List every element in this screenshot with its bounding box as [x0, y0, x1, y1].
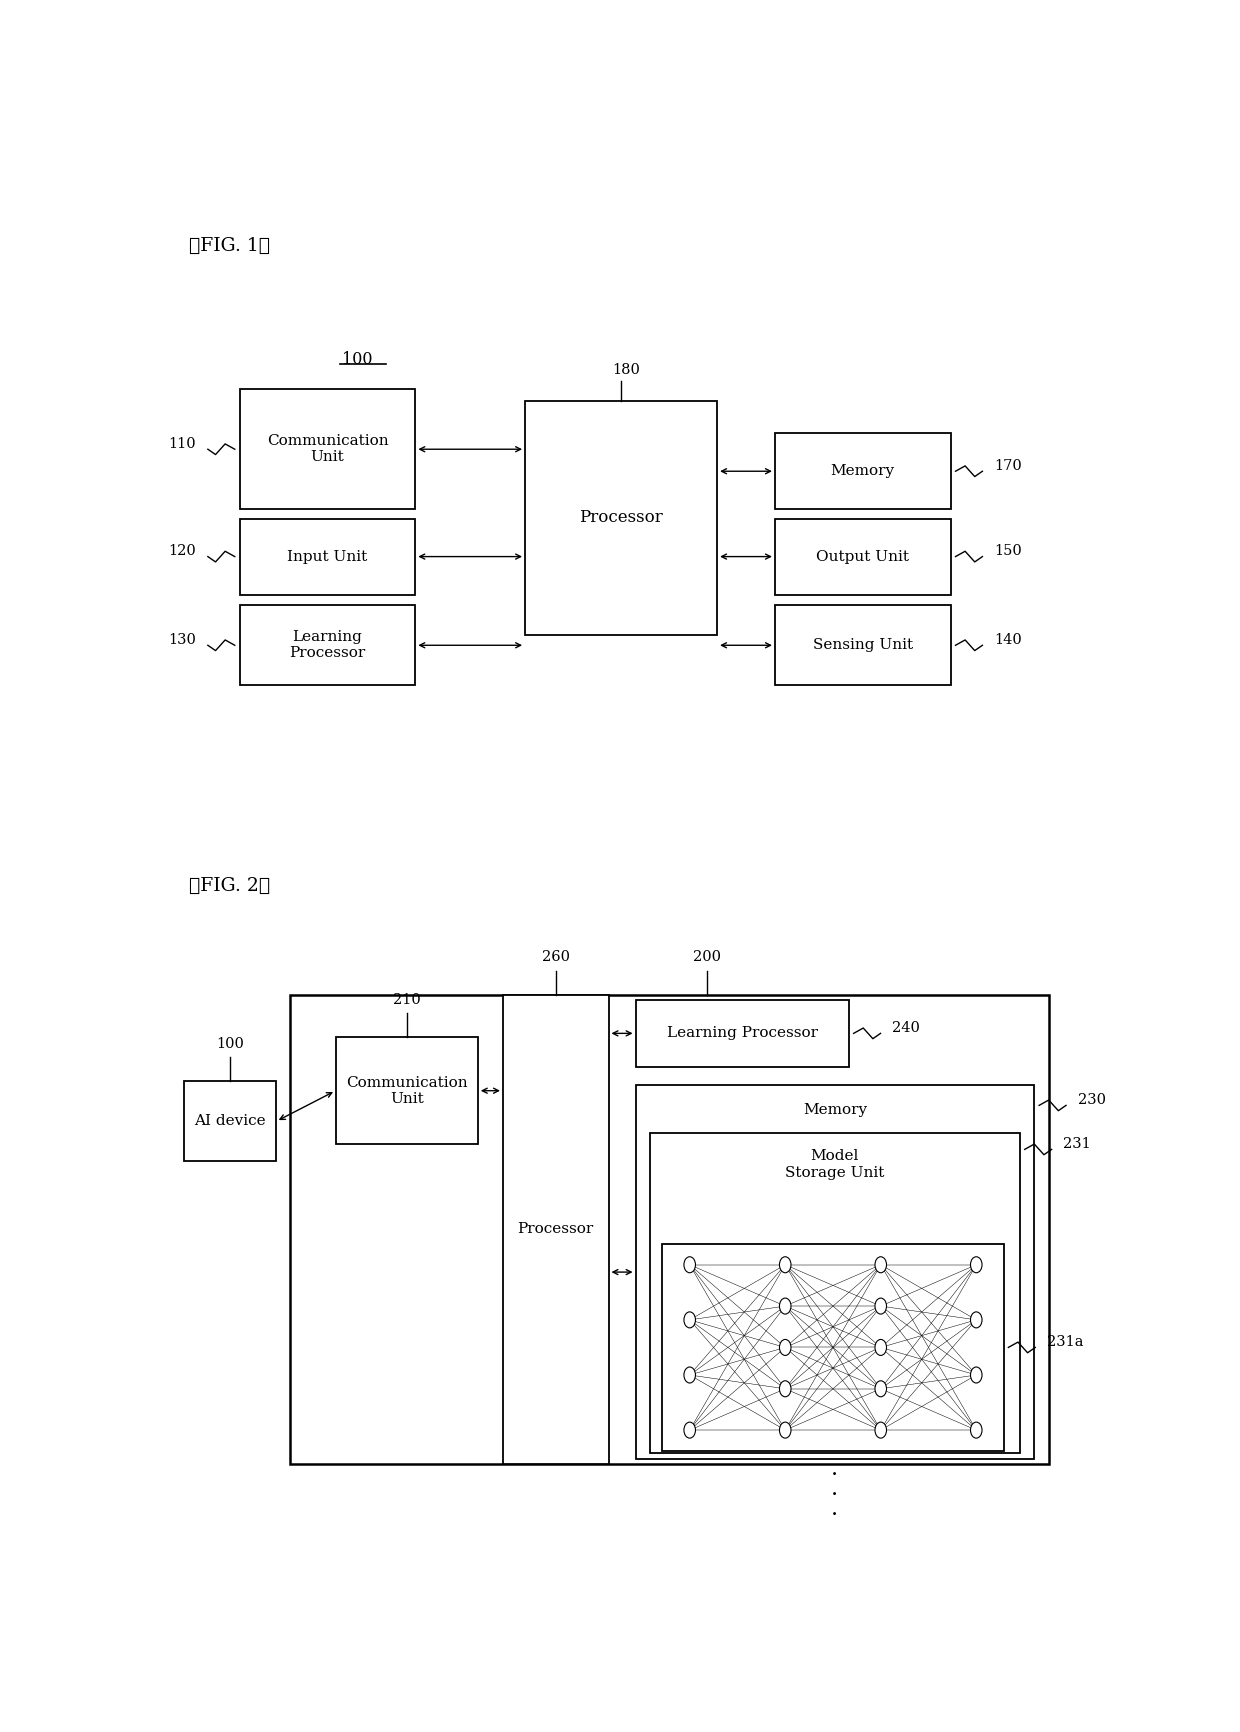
- FancyBboxPatch shape: [239, 604, 415, 686]
- Circle shape: [684, 1367, 696, 1382]
- FancyBboxPatch shape: [635, 1086, 1034, 1458]
- FancyBboxPatch shape: [239, 390, 415, 509]
- Text: Input Unit: Input Unit: [288, 549, 367, 563]
- FancyBboxPatch shape: [503, 994, 609, 1464]
- Circle shape: [780, 1297, 791, 1315]
- Text: Communication
Unit: Communication Unit: [346, 1076, 467, 1105]
- Text: Model
Storage Unit: Model Storage Unit: [785, 1150, 884, 1179]
- Text: 231a: 231a: [1047, 1335, 1084, 1349]
- Text: 210: 210: [393, 992, 420, 1006]
- FancyBboxPatch shape: [635, 999, 849, 1067]
- Circle shape: [875, 1297, 887, 1315]
- Circle shape: [780, 1380, 791, 1396]
- Circle shape: [971, 1422, 982, 1438]
- Text: 230: 230: [1078, 1093, 1106, 1107]
- Circle shape: [875, 1257, 887, 1273]
- Text: Memory: Memory: [802, 1103, 867, 1117]
- Circle shape: [780, 1257, 791, 1273]
- Text: Output Unit: Output Unit: [816, 549, 909, 563]
- Circle shape: [875, 1380, 887, 1396]
- Text: 120: 120: [169, 544, 196, 558]
- Text: ·: ·: [831, 1484, 838, 1505]
- FancyBboxPatch shape: [650, 1133, 1019, 1453]
- Circle shape: [780, 1422, 791, 1438]
- Circle shape: [684, 1311, 696, 1328]
- Text: 150: 150: [994, 544, 1022, 558]
- FancyBboxPatch shape: [290, 994, 1049, 1464]
- Text: 170: 170: [994, 459, 1022, 473]
- Text: 200: 200: [693, 951, 722, 965]
- Circle shape: [875, 1339, 887, 1356]
- Text: 』FIG. 1】: 』FIG. 1】: [188, 237, 269, 255]
- Circle shape: [971, 1257, 982, 1273]
- Text: 180: 180: [613, 364, 640, 378]
- Text: ·: ·: [831, 1503, 838, 1526]
- FancyBboxPatch shape: [662, 1244, 1003, 1451]
- Circle shape: [780, 1339, 791, 1356]
- Circle shape: [971, 1311, 982, 1328]
- Text: 231: 231: [1063, 1136, 1091, 1152]
- Circle shape: [684, 1257, 696, 1273]
- Text: 240: 240: [892, 1022, 920, 1036]
- Text: Learning
Processor: Learning Processor: [289, 630, 366, 660]
- Text: Processor: Processor: [517, 1223, 594, 1237]
- Text: AI device: AI device: [195, 1114, 265, 1128]
- FancyBboxPatch shape: [775, 604, 951, 686]
- Text: Sensing Unit: Sensing Unit: [812, 639, 913, 653]
- Text: 140: 140: [994, 632, 1022, 648]
- Text: 130: 130: [169, 632, 196, 648]
- FancyBboxPatch shape: [775, 518, 951, 594]
- FancyBboxPatch shape: [525, 402, 717, 634]
- FancyBboxPatch shape: [775, 433, 951, 509]
- Text: Processor: Processor: [579, 509, 663, 527]
- Text: Learning Processor: Learning Processor: [667, 1027, 817, 1041]
- Circle shape: [684, 1422, 696, 1438]
- Circle shape: [875, 1422, 887, 1438]
- FancyBboxPatch shape: [239, 518, 415, 594]
- Text: 260: 260: [542, 951, 569, 965]
- Text: Memory: Memory: [831, 464, 895, 478]
- Text: 100: 100: [342, 350, 373, 367]
- Circle shape: [971, 1367, 982, 1382]
- Text: ·: ·: [831, 1464, 838, 1486]
- Text: 110: 110: [169, 436, 196, 450]
- FancyBboxPatch shape: [184, 1081, 277, 1162]
- Text: 』FIG. 2】: 』FIG. 2】: [188, 878, 270, 895]
- Text: Communication
Unit: Communication Unit: [267, 435, 388, 464]
- Text: 100: 100: [216, 1037, 244, 1051]
- FancyBboxPatch shape: [336, 1037, 477, 1145]
